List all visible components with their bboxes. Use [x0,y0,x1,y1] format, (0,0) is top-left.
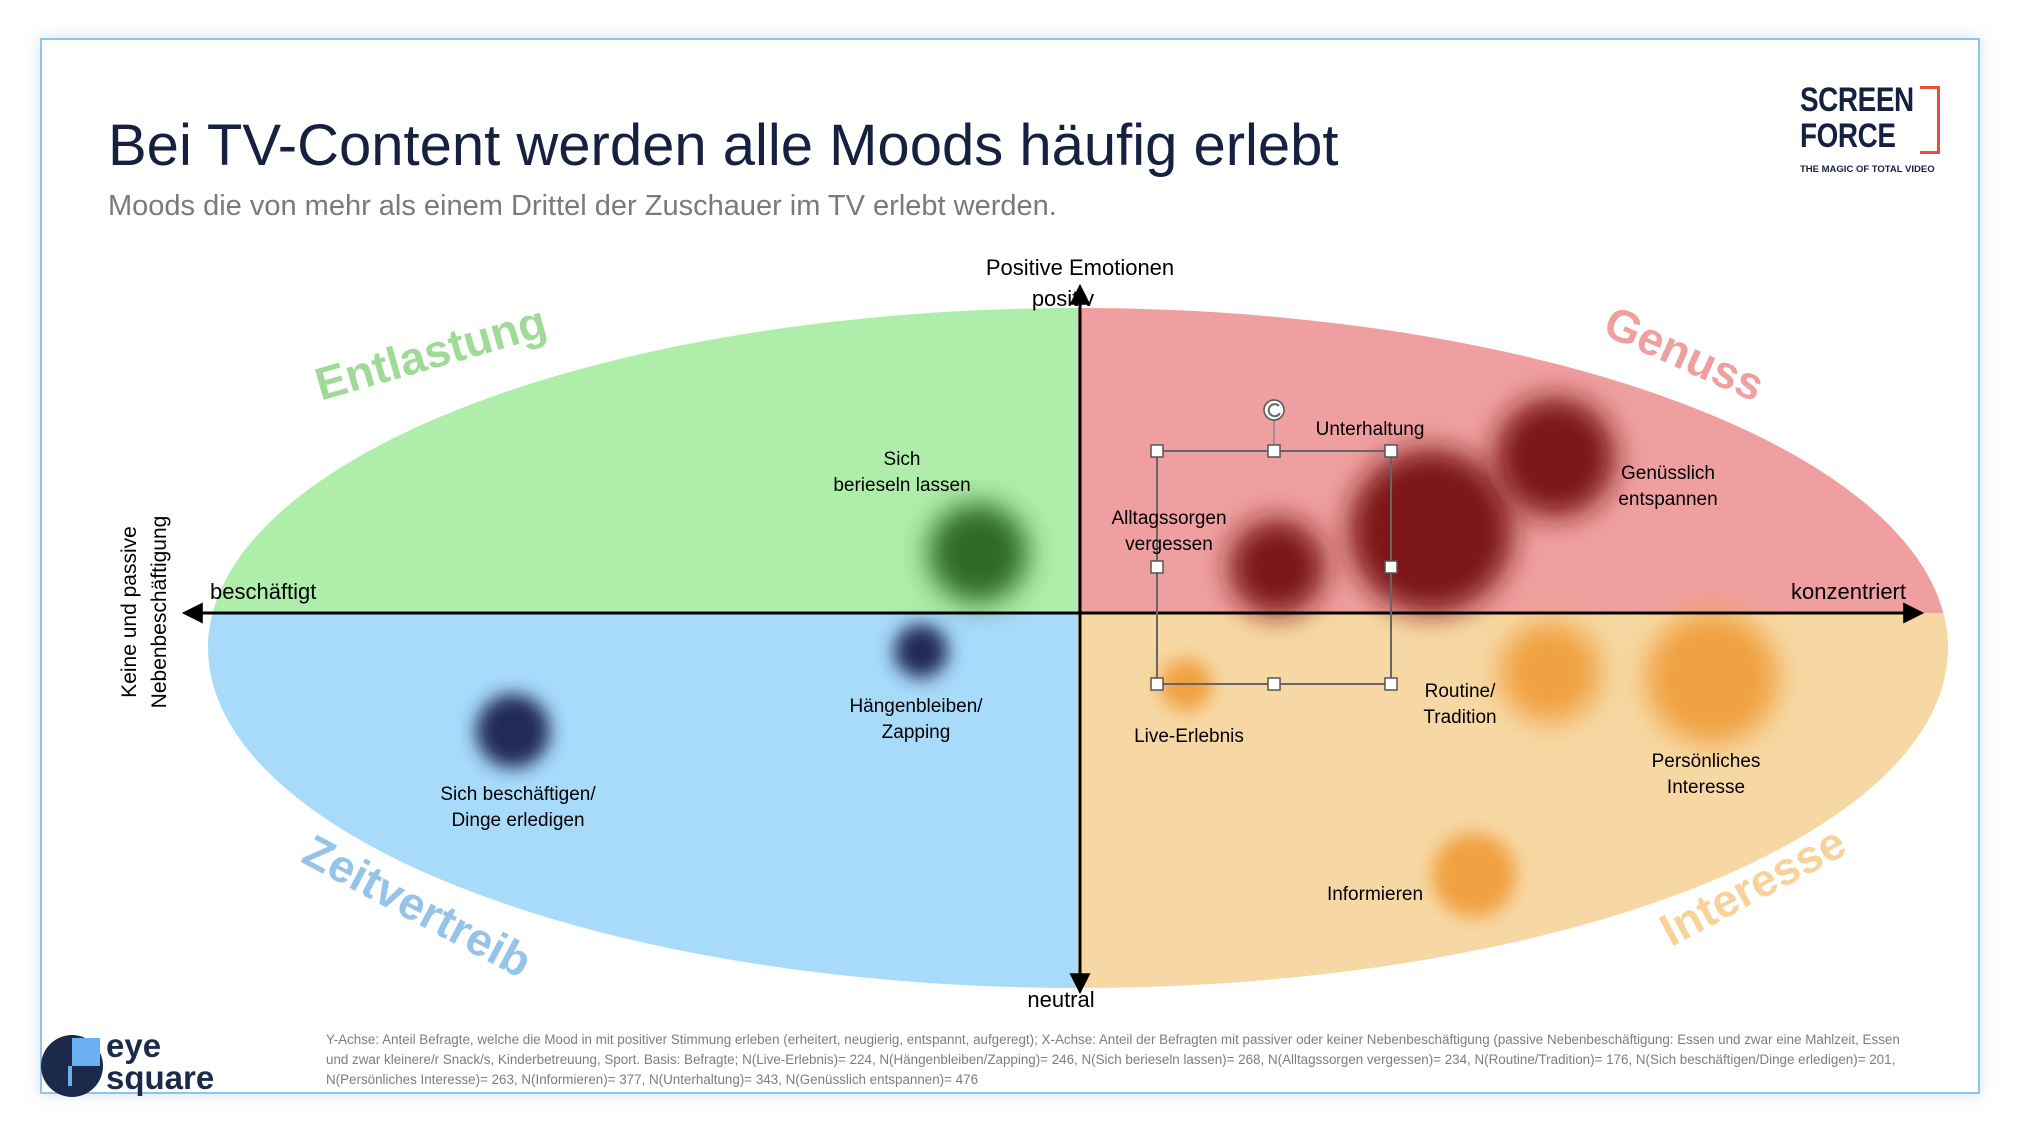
resize-handle-nw[interactable] [1150,444,1164,458]
mood-label-beschaeftigen-line2: Dinge erledigen [451,810,584,831]
x-axis-right-label: konzentriert [1791,579,1906,604]
x-axis-title-line2: Nebenbeschäftigung [148,516,171,709]
mood-label-interesse-line1: Persönliches [1652,751,1761,772]
page-title: Bei TV-Content werden alle Moods häufig … [108,113,1339,178]
mood-label-genuesslich-line2: entspannen [1618,489,1717,510]
mood-label-interesse-line2: Interesse [1667,777,1745,798]
bubble-alltagssorgen-vergessen [1229,519,1325,615]
bubble-unterhaltung [1349,449,1513,613]
mood-label-beschaeftigen-line1: Sich beschäftigen/ [440,784,596,805]
mood-label-berieseln-line1: Sich [884,449,921,470]
resize-handle-s[interactable] [1267,677,1281,691]
mood-label-routine-line2: Tradition [1423,707,1496,728]
x-axis-left-label: beschäftigt [210,579,316,604]
screenforce-bracket-shape [1920,86,1940,154]
footnote: Y-Achse: Anteil Befragte, welche die Moo… [326,1032,1900,1087]
eyesquare-logo-mark [41,1035,103,1097]
mood-label-live-erlebnis: Live-Erlebnis [1134,726,1244,747]
mood-label-zapping-line1: Hängenbleiben/ [849,696,983,717]
mood-label-unterhaltung: Unterhaltung [1316,419,1425,440]
screenforce-tagline: THE MAGIC OF TOTAL VIDEO [1800,164,1935,175]
mood-bubbles [476,397,1778,917]
resize-handle-w[interactable] [1150,560,1164,574]
mood-label-genuesslich-line1: Genüsslich [1621,463,1715,484]
resize-handle-se[interactable] [1384,677,1398,691]
mood-label-zapping-line2: Zapping [882,722,951,743]
bubble-persoenliches-interesse [1646,612,1778,744]
bubble-informieren [1432,833,1516,917]
mood-label-alltagssorgen-line1: Alltagssorgen [1111,508,1226,529]
resize-handle-ne[interactable] [1384,444,1398,458]
screenforce-logo: SCREEN FORCE THE MAGIC OF TOTAL VIDEO [1800,82,1940,178]
screenforce-logo-line2: FORCE [1800,117,1896,155]
screenforce-logo-line1: SCREEN [1800,81,1914,119]
mood-label-informieren: Informieren [1327,884,1423,905]
resize-handle-e[interactable] [1384,560,1398,574]
eyesquare-logo-line1: eye [106,1027,162,1064]
eyesquare-logo: eye square [40,1027,250,1100]
bubble-haengenbleiben-zapping [894,624,948,678]
x-axis-title-line1: Keine und passive [118,526,141,698]
eyesquare-logo-text: eye square [106,1027,215,1096]
y-axis-bottom-label: neutral [1027,987,1094,1012]
rotate-arrow-shape [1267,403,1281,418]
selection-box[interactable] [1150,399,1398,691]
quadrant-zeitvertreib-fill [208,613,1078,988]
bubble-sich-berieseln-lassen [928,503,1028,603]
page-subtitle: Moods die von mehr als einem Drittel der… [108,190,1057,222]
mood-label-routine-line1: Routine/ [1425,681,1496,702]
eyesquare-logo-line2: square [106,1059,215,1096]
quadrant-entlastung-fill [208,308,1078,648]
y-axis-top-label: positiv [1032,286,1094,311]
bubble-sich-beschaeftigen [476,694,550,768]
mood-label-berieseln-line2: berieseln lassen [833,475,970,496]
bubble-genuesslich-entspannen [1495,397,1615,517]
resize-handle-sw[interactable] [1150,677,1164,691]
bubble-routine-tradition [1500,622,1600,722]
resize-handle-n[interactable] [1267,444,1281,458]
mood-label-alltagssorgen-line2: vergessen [1125,534,1213,555]
y-axis-title: Positive Emotionen [986,255,1174,280]
